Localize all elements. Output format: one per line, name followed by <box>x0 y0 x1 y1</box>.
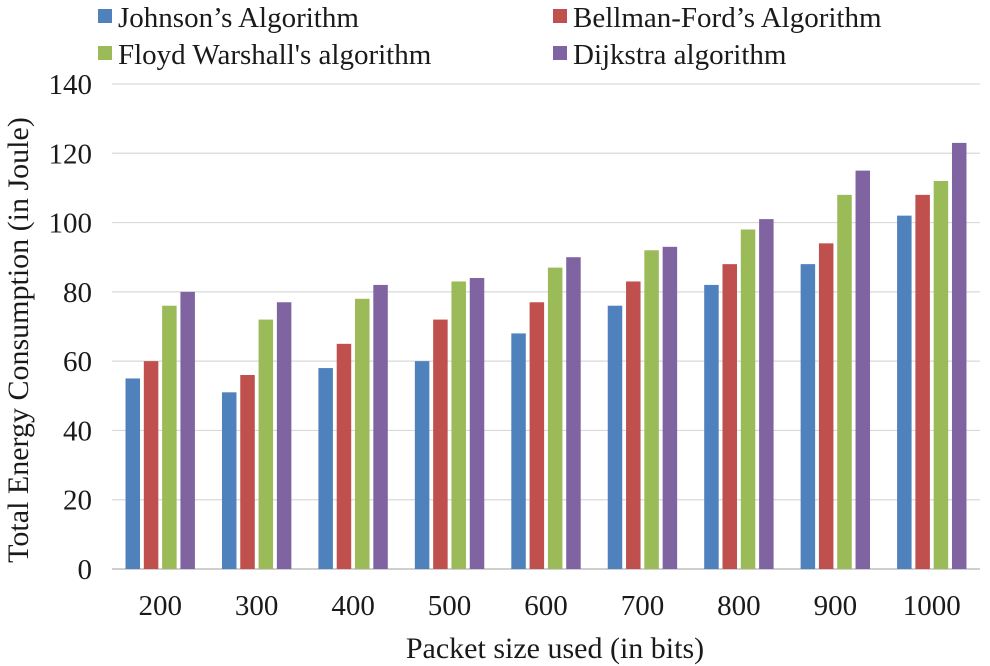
y-tick-label: 100 <box>49 208 93 240</box>
legend-label: Dijkstra algorithm <box>573 39 787 71</box>
gridlines <box>112 83 980 570</box>
bar-bellman-ford-s-algorithm-600 <box>529 302 545 569</box>
bar-bellman-ford-s-algorithm-900 <box>818 243 834 569</box>
bar-dijkstra-algorithm-400 <box>373 284 388 569</box>
bar-johnson-s-algorithm-200 <box>125 378 141 569</box>
y-tick-label: 20 <box>63 485 92 517</box>
x-tick-label: 200 <box>138 590 182 622</box>
y-tick-label: 80 <box>63 277 92 309</box>
bar-dijkstra-algorithm-900 <box>855 170 871 569</box>
bar-floyd-warshall-s-algorithm-600 <box>547 267 563 569</box>
bar-floyd-warshall-s-algorithm-900 <box>837 194 852 569</box>
x-tick-label: 500 <box>428 590 472 622</box>
legend-item: Floyd Warshall's algorithm <box>98 39 432 71</box>
bar-floyd-warshall-s-algorithm-700 <box>644 250 659 570</box>
bar-bellman-ford-s-algorithm-700 <box>626 281 641 569</box>
legend-item: Dijkstra algorithm <box>553 39 787 71</box>
bar-johnson-s-algorithm-300 <box>221 392 237 569</box>
bar-johnson-s-algorithm-700 <box>607 305 623 569</box>
x-tick-label: 400 <box>331 590 375 622</box>
bar-dijkstra-algorithm-700 <box>662 246 678 570</box>
bar-floyd-warshall-s-algorithm-400 <box>355 298 370 569</box>
legend-swatch <box>553 9 567 23</box>
legend-label: Bellman-Ford’s Algorithm <box>573 2 882 34</box>
bar-bellman-ford-s-algorithm-800 <box>722 264 737 569</box>
x-axis-label: Packet size used (in bits) <box>406 632 704 665</box>
bar-bellman-ford-s-algorithm-200 <box>143 361 159 569</box>
legend-swatch <box>98 46 112 60</box>
legend-label: Johnson’s Algorithm <box>118 2 359 34</box>
bar-johnson-s-algorithm-900 <box>800 264 816 569</box>
bar-johnson-s-algorithm-800 <box>704 284 719 569</box>
legend-swatch <box>553 46 567 60</box>
bar-bellman-ford-s-algorithm-1000 <box>915 194 930 569</box>
bars <box>125 142 967 570</box>
legend-label: Floyd Warshall's algorithm <box>118 39 432 71</box>
y-tick-label: 140 <box>49 69 93 101</box>
y-tick-label: 0 <box>78 554 93 586</box>
legend-item: Bellman-Ford’s Algorithm <box>553 2 882 34</box>
y-tick-label: 60 <box>63 346 92 378</box>
bar-johnson-s-algorithm-600 <box>511 333 526 569</box>
bar-floyd-warshall-s-algorithm-800 <box>740 229 756 569</box>
x-tick-label: 1000 <box>903 590 961 622</box>
legend-item: Johnson’s Algorithm <box>98 2 359 34</box>
bar-dijkstra-algorithm-300 <box>276 302 292 569</box>
x-tick-labels: 200 300 400 500 600 700 800 900 1000 <box>138 590 960 622</box>
x-tick-label: 900 <box>814 590 858 622</box>
bar-bellman-ford-s-algorithm-500 <box>433 319 448 569</box>
bar-bellman-ford-s-algorithm-300 <box>240 375 255 569</box>
x-tick-label: 600 <box>524 590 568 622</box>
legend-swatch <box>98 9 112 23</box>
bar-dijkstra-algorithm-600 <box>566 257 581 569</box>
legend: Johnson’s Algorithm Bellman-Ford’s Algori… <box>98 2 882 71</box>
y-tick-label: 40 <box>63 415 92 447</box>
bar-johnson-s-algorithm-1000 <box>897 215 912 569</box>
bar-dijkstra-algorithm-200 <box>180 291 195 569</box>
y-axis-label: Total Energy Consumption (in Joule) <box>2 117 35 563</box>
y-tick-label: 120 <box>49 138 93 170</box>
bar-bellman-ford-s-algorithm-400 <box>336 343 352 569</box>
bar-johnson-s-algorithm-400 <box>318 368 333 569</box>
x-tick-label: 300 <box>235 590 279 622</box>
bar-johnson-s-algorithm-500 <box>414 361 430 569</box>
x-tick-label: 800 <box>717 590 761 622</box>
bar-floyd-warshall-s-algorithm-300 <box>258 319 274 569</box>
bar-floyd-warshall-s-algorithm-500 <box>451 281 466 569</box>
bar-dijkstra-algorithm-800 <box>759 219 774 569</box>
bar-floyd-warshall-s-algorithm-200 <box>162 305 177 569</box>
y-tick-labels: 0 20 40 60 80 100 120 140 <box>49 69 93 586</box>
bar-floyd-warshall-s-algorithm-1000 <box>933 181 949 569</box>
bar-dijkstra-algorithm-500 <box>469 278 485 569</box>
x-tick-label: 700 <box>621 590 665 622</box>
bar-dijkstra-algorithm-1000 <box>951 142 967 569</box>
